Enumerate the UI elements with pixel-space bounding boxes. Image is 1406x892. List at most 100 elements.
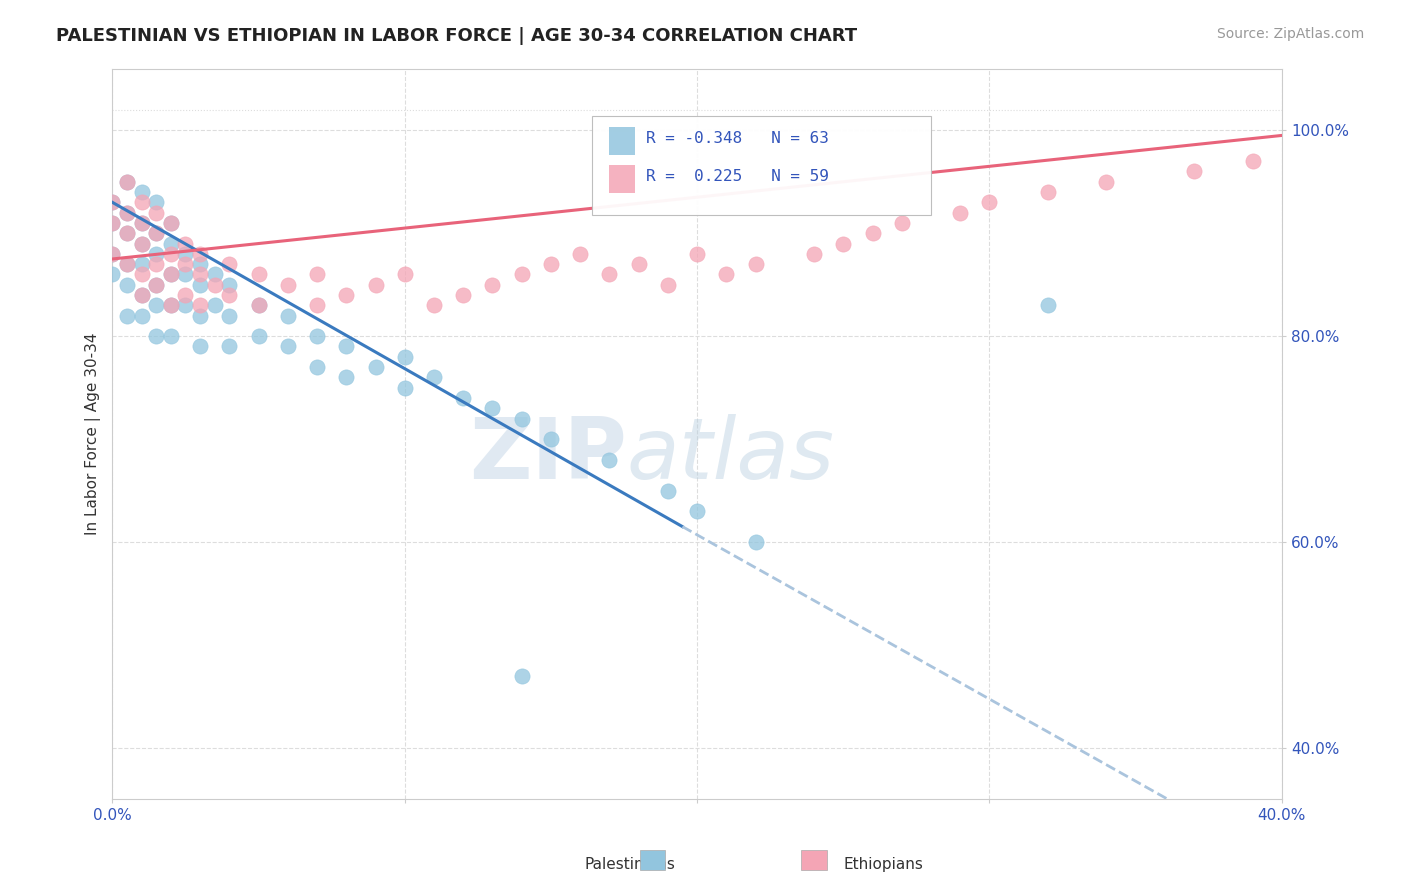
Point (101, 216, 124, 230)
Point (101, 247, 124, 261)
Point (598, 268, 620, 282)
Text: Source: ZipAtlas.com: Source: ZipAtlas.com (1216, 27, 1364, 41)
Point (510, 669, 533, 683)
Point (174, 247, 197, 261)
Text: R =  0.225   N = 59: R = 0.225 N = 59 (645, 169, 828, 184)
Point (174, 257, 197, 271)
Point (145, 247, 167, 261)
Point (131, 216, 153, 230)
Point (145, 226, 167, 240)
Point (744, 535, 766, 549)
Point (744, 257, 766, 271)
FancyBboxPatch shape (592, 116, 931, 215)
Point (145, 298, 167, 312)
Point (101, 195, 124, 210)
Point (247, 298, 270, 312)
Point (115, 205, 138, 219)
Point (188, 268, 211, 282)
Point (145, 226, 167, 240)
Point (115, 226, 138, 240)
Point (101, 268, 124, 282)
Point (218, 309, 240, 323)
Point (131, 216, 153, 230)
Point (305, 360, 328, 375)
Point (160, 298, 183, 312)
Y-axis label: In Labor Force | Age 30-34: In Labor Force | Age 30-34 (86, 333, 101, 535)
Point (188, 309, 211, 323)
Point (423, 298, 446, 312)
Point (160, 298, 183, 312)
Point (481, 277, 503, 292)
Point (716, 268, 738, 282)
Text: ZIP: ZIP (470, 415, 627, 498)
Point (174, 268, 197, 282)
Point (115, 257, 138, 271)
Point (1095, 175, 1118, 189)
Text: Ethiopians: Ethiopians (844, 857, 924, 872)
Point (364, 277, 387, 292)
Point (277, 277, 299, 292)
Point (131, 195, 153, 210)
Point (115, 277, 138, 292)
Point (832, 236, 855, 251)
Point (335, 339, 357, 353)
Point (115, 175, 138, 189)
Point (131, 257, 153, 271)
Point (115, 257, 138, 271)
Point (160, 268, 183, 282)
Point (247, 298, 270, 312)
Point (174, 236, 197, 251)
Point (145, 257, 167, 271)
Point (160, 236, 183, 251)
Point (862, 226, 884, 240)
Point (627, 257, 650, 271)
Point (101, 216, 124, 230)
Point (145, 329, 167, 343)
Point (204, 298, 226, 312)
Point (131, 236, 153, 251)
Point (481, 401, 503, 416)
Point (598, 452, 620, 467)
Point (510, 411, 533, 425)
Point (364, 360, 387, 375)
Point (218, 288, 240, 302)
Point (188, 298, 211, 312)
Point (115, 205, 138, 219)
Point (1182, 164, 1205, 178)
Point (979, 195, 1001, 210)
Point (145, 277, 167, 292)
Point (657, 483, 679, 498)
Point (277, 309, 299, 323)
Point (174, 298, 197, 312)
Point (540, 432, 562, 446)
Point (394, 268, 416, 282)
Point (1241, 154, 1264, 169)
Point (803, 247, 825, 261)
Point (131, 309, 153, 323)
Point (686, 504, 709, 518)
Point (394, 381, 416, 395)
Point (305, 298, 328, 312)
Point (335, 288, 357, 302)
Point (247, 268, 270, 282)
Point (423, 370, 446, 384)
Point (204, 277, 226, 292)
Point (686, 247, 709, 261)
Point (277, 339, 299, 353)
Point (1036, 298, 1059, 312)
Point (394, 350, 416, 364)
Point (188, 339, 211, 353)
Point (131, 185, 153, 199)
Point (451, 391, 474, 405)
Point (218, 339, 240, 353)
Point (305, 268, 328, 282)
Point (160, 216, 183, 230)
Point (160, 247, 183, 261)
Point (131, 268, 153, 282)
Text: atlas: atlas (627, 415, 835, 498)
Point (451, 288, 474, 302)
Point (218, 277, 240, 292)
Point (949, 205, 972, 219)
Point (131, 288, 153, 302)
Text: Palestinians: Palestinians (583, 857, 675, 872)
